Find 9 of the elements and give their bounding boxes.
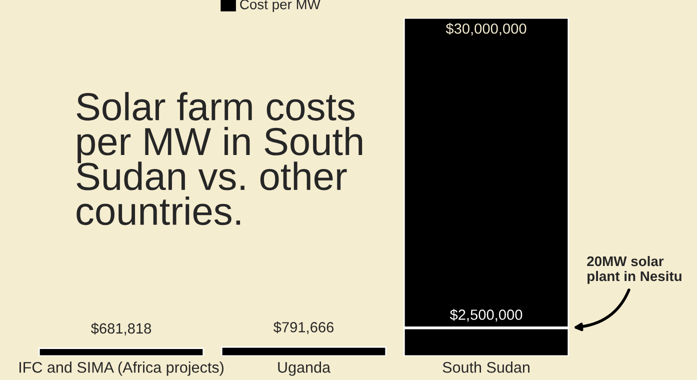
x-tick-label: IFC and SIMA (Africa projects) [20,362,224,376]
data-label: $30,000,000 [446,22,526,36]
text: 20MW solar plant in Nesitu [587,256,682,284]
x-tick-label: South Sudan [442,362,530,373]
data-label: $681,818 [91,322,152,336]
data-label: $791,666 [274,321,334,334]
ref-line-label: $2,500,000 [450,308,522,322]
text: Solar farm costs per MW in South Sudan vs. other countries. [76,92,362,226]
x-tick-label: Uganda [278,362,331,376]
